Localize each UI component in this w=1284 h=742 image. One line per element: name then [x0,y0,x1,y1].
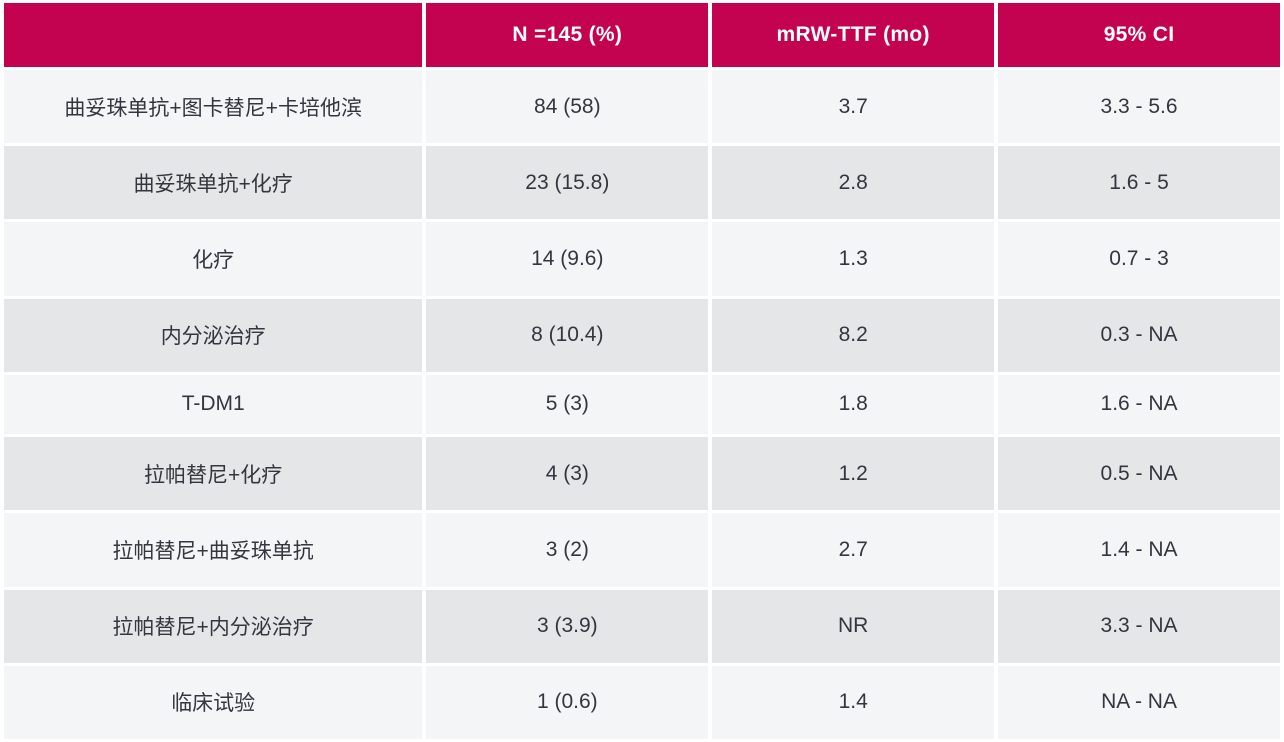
mrw-ttf-value: 3.7 [712,70,995,144]
mrw-ttf-value: 1.3 [712,222,995,296]
ci-value: 0.7 - 3 [998,222,1280,296]
n-percent-value: 4 (3) [426,437,709,511]
table-row: T-DM1 5 (3) 1.8 1.6 - NA [4,374,1280,435]
mrw-ttf-value: 8.2 [712,298,995,372]
treatment-label: 化疗 [4,222,423,296]
ci-value: NA - NA [998,665,1280,739]
table-row: 曲妥珠单抗+化疗 23 (15.8) 2.8 1.6 - 5 [4,146,1280,220]
ci-value: 3.3 - NA [998,589,1280,663]
table-row: 拉帕替尼+内分泌治疗 3 (3.9) NR 3.3 - NA [4,589,1280,663]
treatment-label: 拉帕替尼+化疗 [4,437,423,511]
table-row: 曲妥珠单抗+图卡替尼+卡培他滨 84 (58) 3.7 3.3 - 5.6 [4,70,1280,144]
n-percent-value: 1 (0.6) [426,665,709,739]
treatment-label: 临床试验 [4,665,423,739]
n-percent-value: 5 (3) [426,374,709,435]
treatment-label: 拉帕替尼+曲妥珠单抗 [4,513,423,587]
mrw-ttf-value: 2.8 [712,146,995,220]
treatment-label: 曲妥珠单抗+化疗 [4,146,423,220]
header-cell-n: N =145 (%) [426,3,709,67]
mrw-ttf-value: 1.8 [712,374,995,435]
header-cell-mrw-ttf: mRW-TTF (mo) [712,3,995,67]
header-cell-95ci: 95% CI [998,3,1280,67]
ci-value: 0.5 - NA [998,437,1280,511]
header-row: N =145 (%) mRW-TTF (mo) 95% CI [4,3,1280,67]
table-row: 临床试验 1 (0.6) 1.4 NA - NA [4,665,1280,739]
ci-value: 0.3 - NA [998,298,1280,372]
table-header: N =145 (%) mRW-TTF (mo) 95% CI [4,3,1280,67]
n-percent-value: 14 (9.6) [426,222,709,296]
treatment-label: 内分泌治疗 [4,298,423,372]
ci-value: 1.6 - 5 [998,146,1280,220]
table-row: 拉帕替尼+化疗 4 (3) 1.2 0.5 - NA [4,437,1280,511]
n-percent-value: 3 (3.9) [426,589,709,663]
mrw-ttf-value: 1.4 [712,665,995,739]
mrw-ttf-value: NR [712,589,995,663]
treatment-label: 拉帕替尼+内分泌治疗 [4,589,423,663]
ci-value: 3.3 - 5.6 [998,70,1280,144]
table-row: 内分泌治疗 8 (10.4) 8.2 0.3 - NA [4,298,1280,372]
treatment-label: T-DM1 [4,374,423,435]
table-body: 曲妥珠单抗+图卡替尼+卡培他滨 84 (58) 3.7 3.3 - 5.6 曲妥珠单抗+… [4,70,1280,739]
n-percent-value: 8 (10.4) [426,298,709,372]
header-cell-treatment [4,3,423,67]
mrw-ttf-value: 1.2 [712,437,995,511]
table-row: 化疗 14 (9.6) 1.3 0.7 - 3 [4,222,1280,296]
n-percent-value: 23 (15.8) [426,146,709,220]
mrw-ttf-value: 2.7 [712,513,995,587]
ci-value: 1.4 - NA [998,513,1280,587]
ci-value: 1.6 - NA [998,374,1280,435]
n-percent-value: 84 (58) [426,70,709,144]
treatment-label: 曲妥珠单抗+图卡替尼+卡培他滨 [4,70,423,144]
n-percent-value: 3 (2) [426,513,709,587]
table-row: 拉帕替尼+曲妥珠单抗 3 (2) 2.7 1.4 - NA [4,513,1280,587]
